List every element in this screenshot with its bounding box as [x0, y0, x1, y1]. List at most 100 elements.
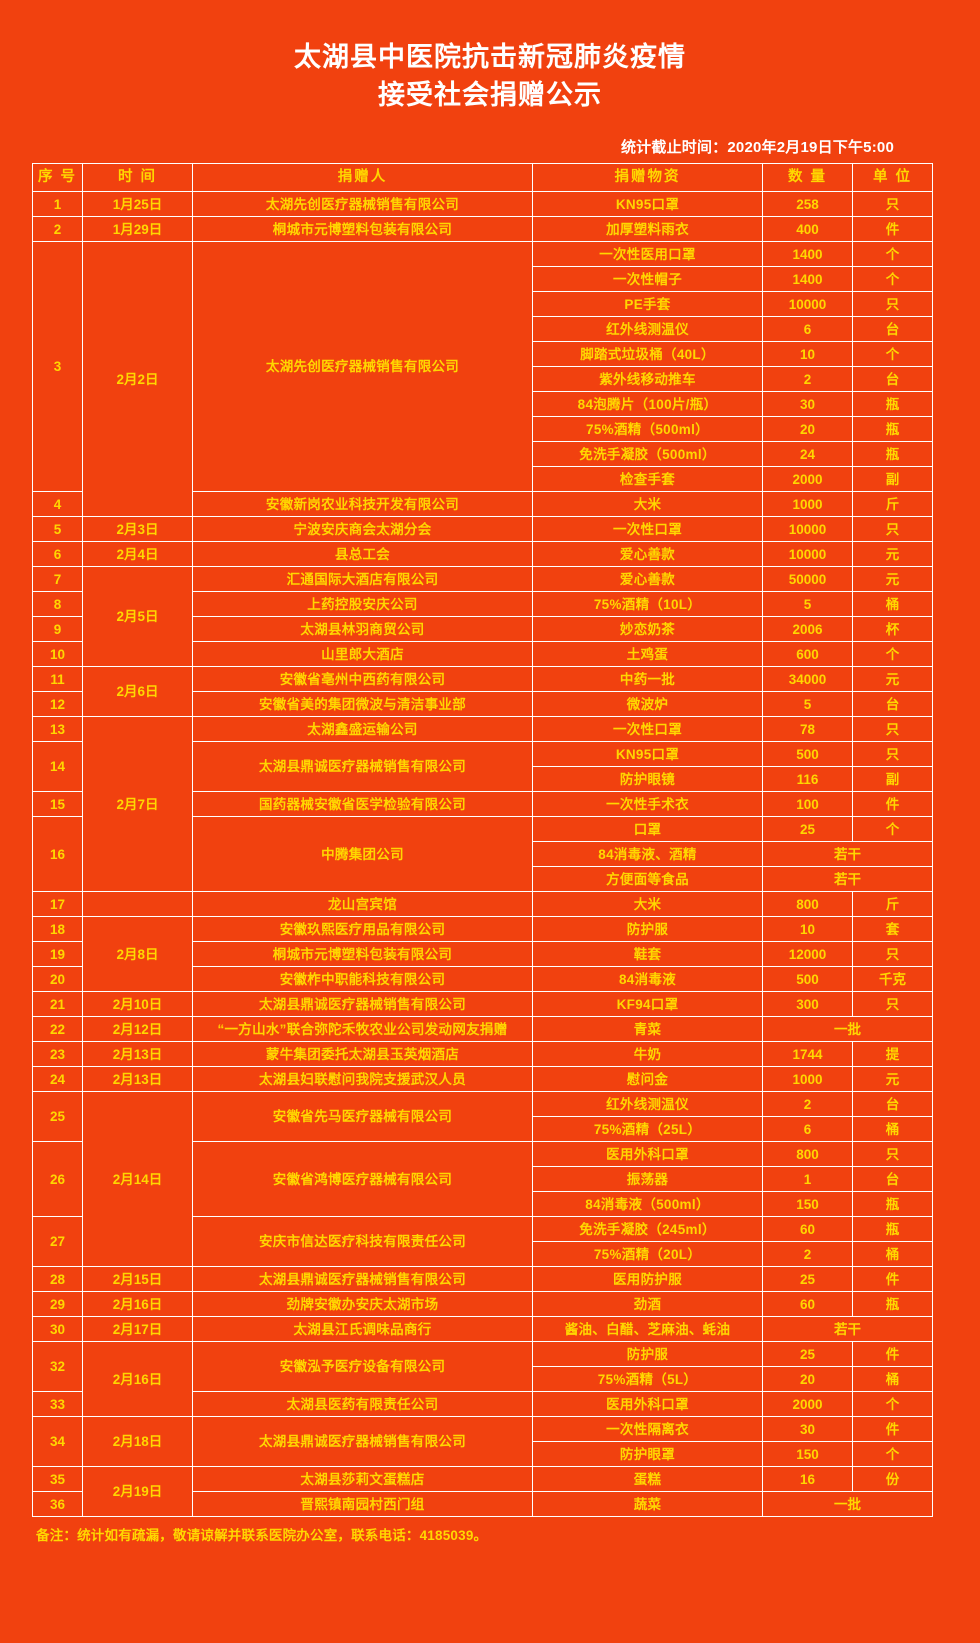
cell-quantity: 800	[762, 1141, 853, 1167]
cell-quantity: 5	[762, 591, 853, 617]
table-row: 振荡器 1 台	[33, 1166, 933, 1192]
cell-item: 牛奶	[532, 1041, 763, 1067]
cell-date: 2月2日	[82, 241, 193, 517]
cell-quantity: 1400	[762, 266, 853, 292]
cell-quantity: 150	[762, 1191, 853, 1217]
cell-unit: 台	[852, 366, 933, 392]
cell-donor: 宁波安庆商会太湖分会	[192, 516, 533, 542]
cell-item: 爱心善款	[532, 541, 763, 567]
cell-quantity: 500	[762, 741, 853, 767]
cell-index: 12	[32, 691, 83, 717]
cell-quantity: 2006	[762, 616, 853, 642]
cell-item: KN95口罩	[532, 741, 763, 767]
cell-item: 妙恋奶茶	[532, 616, 763, 642]
cell-item: PE手套	[532, 291, 763, 317]
cell-unit: 只	[852, 741, 933, 767]
cell-index: 35	[32, 1466, 83, 1492]
cell-unit: 台	[852, 316, 933, 342]
cell-unit: 套	[852, 916, 933, 942]
table-row: 20 安徽柞中职能科技有限公司 84消毒液 500 千克	[32, 966, 933, 992]
cell-unit: 只	[852, 1141, 933, 1167]
cell-item: 84消毒液、酒精	[532, 841, 763, 867]
cell-index: 18	[32, 916, 83, 942]
cell-index: 21	[32, 991, 83, 1017]
cell-quantity: 300	[762, 991, 853, 1017]
cell-date: 2月13日	[82, 1066, 193, 1092]
cell-quantity: 5	[762, 691, 853, 717]
cell-date: 2月16日	[82, 1341, 193, 1417]
cell-donor: 安徽省美的集团微波与清洁事业部	[192, 691, 533, 717]
header-donor: 捐赠人	[192, 163, 533, 192]
table-row: 34 2月18日 太湖县鼎诚医疗器械销售有限公司 一次性隔离衣 30 件	[32, 1416, 933, 1467]
cell-index: 22	[32, 1016, 83, 1042]
cell-quantity: 若干	[762, 866, 933, 892]
cell-item: 振荡器	[532, 1166, 763, 1192]
donation-table-wrap: 序 号 时 间 捐赠人 捐赠物资 数 量 单 位 1 1月25日 太湖先创医疗器械销…	[0, 163, 980, 1517]
cell-item: 84消毒液（500ml）	[532, 1191, 763, 1217]
cell-donor: 桐城市元博塑料包装有限公司	[192, 941, 533, 967]
cell-item: 防护眼罩	[532, 1441, 763, 1467]
cell-unit: 桶	[852, 1241, 933, 1267]
cell-quantity: 2	[762, 1241, 853, 1267]
cell-unit: 只	[852, 991, 933, 1017]
table-row: 防护眼罩 150 个	[33, 1441, 933, 1467]
cell-donor: 太湖县妇联慰问我院支援武汉人员	[192, 1066, 533, 1092]
table-row: 免洗手凝胶（500ml） 24 瓶	[33, 441, 933, 467]
cell-donor: 安徽泓予医疗设备有限公司	[192, 1341, 533, 1392]
cell-donor: 太湖先创医疗器械销售有限公司	[192, 241, 533, 492]
cell-item: 方便面等食品	[532, 866, 763, 892]
cell-date: 2月3日	[82, 516, 193, 542]
cell-unit: 斤	[852, 491, 933, 517]
cell-quantity: 10000	[762, 516, 853, 542]
table-row: 28 2月15日 太湖县鼎诚医疗器械销售有限公司 医用防护服 25 件	[32, 1266, 933, 1292]
cell-item: 一次性手术衣	[532, 791, 763, 817]
cell-date: 2月13日	[82, 1041, 193, 1067]
cell-unit: 桶	[852, 1366, 933, 1392]
cell-item: 大米	[532, 491, 763, 517]
cell-date: 2月7日	[82, 716, 193, 892]
cell-date: 2月16日	[82, 1291, 193, 1317]
cell-donor: 太湖县鼎诚医疗器械销售有限公司	[192, 741, 533, 792]
cell-unit: 瓶	[852, 1191, 933, 1217]
table-header-row: 序 号 时 间 捐赠人 捐赠物资 数 量 单 位	[32, 163, 933, 192]
cell-item: 爱心善款	[532, 566, 763, 592]
subtitle-row: 统计截止时间：2020年2月19日下午5:00	[0, 114, 980, 163]
table-row: 方便面等食品 若干	[33, 866, 933, 892]
cell-item: 免洗手凝胶（500ml）	[532, 441, 763, 467]
cell-index: 5	[32, 516, 83, 542]
cell-donor: 太湖先创医疗器械销售有限公司	[192, 191, 533, 217]
cell-unit: 只	[852, 941, 933, 967]
cell-item: 红外线测温仪	[532, 1091, 763, 1117]
cell-quantity: 2000	[762, 466, 853, 492]
cell-donor: 山里郎大酒店	[192, 641, 533, 667]
cell-donor: 安徽省亳州中西药有限公司	[192, 666, 533, 692]
cell-item: 75%酒精（5L）	[532, 1366, 763, 1392]
cell-unit: 千克	[852, 966, 933, 992]
table-row: 36 晋熙镇南园村西门组 蔬菜 一批	[32, 1491, 933, 1517]
cell-donor: 蒙牛集团委托太湖县玉英烟酒店	[192, 1041, 533, 1067]
cell-index: 1	[32, 191, 83, 217]
footnote: 备注：统计如有疏漏，敬请谅解并联系医院办公室，联系电话：4185039。	[36, 1528, 488, 1543]
cell-index: 8	[32, 591, 83, 617]
table-row: 14 太湖县鼎诚医疗器械销售有限公司 KN95口罩 500 只	[32, 741, 933, 792]
cell-quantity: 800	[762, 891, 853, 917]
cell-quantity: 2000	[762, 1391, 853, 1417]
cell-index: 6	[32, 541, 83, 567]
cell-donor: 中腾集团公司	[192, 816, 533, 892]
cell-donor: 桐城市元博塑料包装有限公司	[192, 216, 533, 242]
cell-quantity: 10	[762, 341, 853, 367]
table-row: 84消毒液（500ml） 150 瓶	[33, 1191, 933, 1217]
cell-unit: 个	[852, 1391, 933, 1417]
cell-item: 84消毒液	[532, 966, 763, 992]
cell-quantity: 16	[762, 1466, 853, 1492]
cell-item: 大米	[532, 891, 763, 917]
cell-quantity: 1400	[762, 241, 853, 267]
cell-item: 劲酒	[532, 1291, 763, 1317]
cell-quantity: 1000	[762, 1066, 853, 1092]
cell-index: 10	[32, 641, 83, 667]
cell-unit: 份	[852, 1466, 933, 1492]
cell-item: 检查手套	[532, 466, 763, 492]
table-row: 检查手套 2000 副	[33, 466, 933, 492]
table-row: 27 安庆市信达医疗科技有限责任公司 免洗手凝胶（245ml） 60 瓶	[32, 1216, 933, 1267]
cell-item: KF94口罩	[532, 991, 763, 1017]
